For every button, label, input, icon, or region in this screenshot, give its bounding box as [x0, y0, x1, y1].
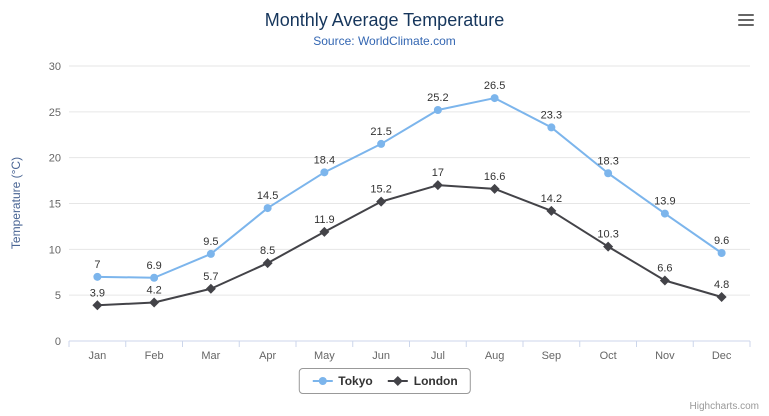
- data-point-tokyo[interactable]: [93, 272, 102, 281]
- y-axis-tick-label: 5: [55, 290, 61, 302]
- chart-subtitle: Source: WorldClimate.com: [313, 34, 456, 48]
- data-point-tokyo[interactable]: [433, 106, 442, 114]
- data-point-london[interactable]: [149, 297, 160, 308]
- data-label: 3.9: [90, 287, 105, 299]
- y-axis-title: Temperature (°C): [9, 157, 23, 249]
- data-point-london[interactable]: [319, 226, 330, 237]
- data-label: 7: [94, 259, 100, 271]
- data-label: 18.3: [597, 155, 618, 167]
- data-label: 5.7: [203, 271, 218, 283]
- x-axis-label: Feb: [145, 350, 164, 362]
- data-point-london[interactable]: [603, 241, 614, 252]
- tokyo-series-marker-icon: [312, 377, 333, 385]
- data-label: 13.9: [654, 196, 675, 208]
- data-label: 14.5: [257, 190, 278, 202]
- data-point-london[interactable]: [546, 205, 557, 216]
- x-axis-label: Mar: [201, 350, 220, 362]
- data-point-tokyo[interactable]: [206, 249, 215, 258]
- data-point-london[interactable]: [92, 300, 103, 311]
- y-axis-tick-label: 15: [49, 199, 61, 211]
- data-point-london[interactable]: [489, 183, 500, 194]
- data-label: 25.2: [427, 92, 448, 104]
- series-line-tokyo[interactable]: [96, 97, 723, 279]
- y-axis-tick-label: 0: [55, 336, 61, 348]
- data-label: 8.5: [260, 245, 275, 257]
- data-label: 21.5: [370, 126, 391, 138]
- x-axis-label: May: [314, 350, 335, 362]
- plot-group: 0 5 10 15 20 25 30 Jan Feb Mar Apr May Jun Jul Aug Sep O…: [49, 61, 751, 362]
- y-axis-tick-label: 10: [49, 244, 61, 256]
- data-point-london[interactable]: [205, 283, 216, 294]
- x-axis-label: Dec: [712, 350, 732, 362]
- data-label: 6.6: [657, 263, 672, 275]
- data-point-tokyo[interactable]: [604, 169, 613, 178]
- london-series-marker-icon: [387, 376, 408, 386]
- x-axis-label: Nov: [655, 350, 675, 362]
- series-line-london[interactable]: [96, 184, 723, 307]
- data-label: 18.4: [314, 154, 335, 166]
- legend-label-tokyo: Tokyo: [338, 374, 373, 388]
- legend-label-london: London: [413, 374, 458, 388]
- data-point-tokyo[interactable]: [377, 139, 386, 148]
- x-axis-label: Jan: [89, 350, 107, 362]
- y-axis-tick-label: 30: [49, 61, 61, 73]
- y-axis-tick-label: 20: [49, 153, 61, 165]
- data-point-london[interactable]: [262, 258, 273, 269]
- data-label: 14.2: [541, 193, 562, 205]
- x-axis-label: Oct: [600, 350, 617, 362]
- data-point-london[interactable]: [659, 275, 670, 286]
- data-point-london[interactable]: [432, 180, 443, 191]
- x-axis-label: Apr: [259, 350, 276, 362]
- data-point-london[interactable]: [376, 196, 387, 207]
- data-point-tokyo[interactable]: [320, 168, 329, 177]
- data-point-tokyo[interactable]: [660, 209, 669, 218]
- data-label: 9.5: [203, 236, 218, 248]
- data-label: 16.6: [484, 171, 505, 183]
- data-label: 15.2: [370, 184, 391, 196]
- data-point-tokyo[interactable]: [490, 94, 499, 103]
- data-point-london[interactable]: [716, 292, 727, 302]
- x-axis-label: Jul: [431, 350, 445, 362]
- legend: Tokyo London: [298, 368, 471, 394]
- credits-link[interactable]: Highcharts.com: [689, 401, 759, 412]
- data-label: 10.3: [597, 229, 618, 241]
- x-axis-label: Jun: [372, 350, 390, 362]
- data-label: 17: [432, 167, 444, 179]
- data-label: 26.5: [484, 80, 505, 92]
- hamburger-menu-icon[interactable]: [735, 10, 757, 30]
- data-label: 6.9: [146, 260, 161, 272]
- data-label: 4.2: [146, 285, 161, 297]
- data-label: 9.6: [714, 235, 729, 247]
- data-label: 11.9: [314, 214, 335, 226]
- x-axis-label: Sep: [542, 350, 562, 362]
- data-point-tokyo[interactable]: [547, 123, 556, 132]
- legend-item-london[interactable]: London: [387, 374, 458, 388]
- legend-item-tokyo[interactable]: Tokyo: [311, 374, 373, 388]
- y-axis-tick-label: 25: [49, 107, 61, 119]
- chart-title: Monthly Average Temperature: [264, 10, 505, 30]
- x-axis-label: Aug: [485, 350, 505, 362]
- data-point-tokyo[interactable]: [717, 249, 726, 257]
- data-point-tokyo[interactable]: [150, 273, 159, 282]
- data-point-tokyo[interactable]: [263, 204, 272, 213]
- data-label: 4.8: [714, 279, 729, 291]
- data-label: 23.3: [541, 109, 562, 121]
